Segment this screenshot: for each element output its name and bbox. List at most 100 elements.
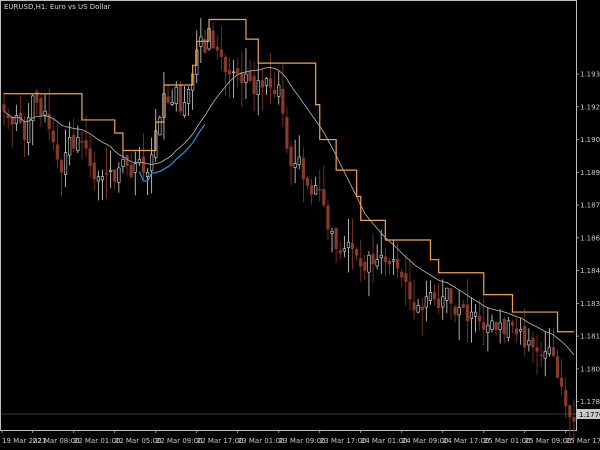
candle bbox=[117, 162, 121, 193]
x-tick-label: 24 Mar 01:00 bbox=[361, 437, 408, 445]
candle bbox=[416, 299, 420, 314]
y-tick-label: 1.18000 bbox=[580, 365, 600, 373]
candle bbox=[293, 139, 297, 184]
candle bbox=[182, 86, 187, 118]
candle bbox=[186, 86, 191, 116]
x-tick-label: 22 Mar 01:00 bbox=[74, 437, 121, 445]
candle bbox=[490, 314, 494, 333]
candle bbox=[502, 316, 506, 344]
candle bbox=[371, 233, 375, 283]
candle bbox=[92, 151, 96, 191]
candle bbox=[240, 51, 244, 107]
candle bbox=[39, 93, 43, 127]
x-tick-label: 24 Mar 17:00 bbox=[443, 437, 490, 445]
y-tick-label: 1.19200 bbox=[580, 103, 600, 111]
candle bbox=[236, 57, 240, 88]
trailing-stop-line bbox=[4, 18, 574, 333]
candle bbox=[428, 280, 433, 305]
candle bbox=[309, 178, 314, 205]
candle bbox=[268, 52, 273, 105]
candle bbox=[260, 68, 264, 111]
x-tick-label: 22 Mar 17:00 bbox=[197, 437, 244, 445]
candle bbox=[523, 308, 527, 357]
candle bbox=[445, 287, 449, 314]
candle bbox=[297, 135, 301, 170]
candle bbox=[68, 121, 72, 166]
candle bbox=[76, 125, 80, 154]
candle bbox=[346, 218, 351, 273]
x-tick-label: 22 Mar 09:00 bbox=[156, 437, 203, 445]
candle bbox=[59, 158, 64, 197]
x-tick-label: 22 Mar 08:00 bbox=[33, 437, 80, 445]
candle bbox=[55, 124, 59, 169]
candle bbox=[104, 148, 109, 199]
candle bbox=[400, 268, 404, 288]
candle bbox=[506, 317, 510, 342]
x-tick-label: 22 Mar 05:00 bbox=[115, 437, 162, 445]
candle bbox=[80, 130, 84, 160]
candle bbox=[363, 254, 367, 280]
y-tick-label: 1.18600 bbox=[580, 234, 600, 242]
candle bbox=[27, 103, 31, 156]
candle bbox=[166, 83, 170, 104]
candle bbox=[473, 303, 478, 333]
candle bbox=[158, 115, 162, 136]
candle bbox=[457, 290, 461, 341]
y-tick-label: 1.18450 bbox=[580, 267, 600, 275]
candle bbox=[322, 165, 326, 208]
candle bbox=[408, 259, 412, 311]
candle bbox=[88, 135, 92, 178]
candle bbox=[326, 200, 330, 240]
candle bbox=[219, 25, 223, 71]
candle bbox=[334, 227, 338, 263]
candle bbox=[342, 235, 346, 258]
candle bbox=[387, 258, 392, 275]
candle bbox=[264, 77, 269, 95]
y-tick-label: 1.18300 bbox=[580, 300, 600, 308]
x-tick-label: 24 Mar 09:00 bbox=[402, 437, 449, 445]
candle bbox=[494, 320, 498, 337]
candle bbox=[314, 176, 318, 195]
current-price-label: 1.17762 bbox=[579, 411, 600, 419]
candle bbox=[412, 279, 416, 319]
x-tick-label: 23 Mar 17:00 bbox=[320, 437, 367, 445]
y-tick-label: 1.19050 bbox=[580, 136, 600, 144]
candle bbox=[359, 239, 363, 282]
candle bbox=[555, 349, 560, 378]
candle bbox=[285, 107, 289, 154]
candle bbox=[551, 327, 556, 358]
candle bbox=[211, 22, 215, 49]
candle bbox=[338, 241, 342, 260]
candle bbox=[498, 309, 502, 344]
candle bbox=[277, 71, 281, 105]
candle bbox=[461, 300, 465, 309]
candle bbox=[420, 297, 424, 336]
candle bbox=[244, 48, 248, 100]
candle bbox=[129, 153, 133, 180]
candle bbox=[510, 319, 515, 334]
candle bbox=[43, 93, 47, 123]
candle bbox=[560, 359, 564, 395]
candle bbox=[391, 240, 396, 276]
chart-frame bbox=[0, 0, 577, 431]
candle bbox=[535, 335, 539, 375]
candle bbox=[465, 278, 469, 344]
candle bbox=[305, 176, 310, 190]
candle bbox=[84, 115, 88, 157]
candle bbox=[568, 405, 572, 438]
x-tick-label: 25 Mar 17:00 bbox=[566, 437, 600, 445]
candle bbox=[375, 244, 379, 270]
candle bbox=[227, 57, 232, 98]
candle bbox=[424, 280, 428, 322]
x-tick-label: 23 Mar 09:00 bbox=[279, 437, 326, 445]
candle bbox=[383, 247, 387, 277]
candle bbox=[478, 299, 482, 331]
candle bbox=[449, 288, 453, 320]
candle bbox=[178, 81, 182, 116]
x-tick-label: 25 Mar 01:00 bbox=[484, 437, 531, 445]
candle bbox=[486, 307, 490, 352]
candle bbox=[47, 88, 51, 141]
candle bbox=[330, 227, 334, 253]
